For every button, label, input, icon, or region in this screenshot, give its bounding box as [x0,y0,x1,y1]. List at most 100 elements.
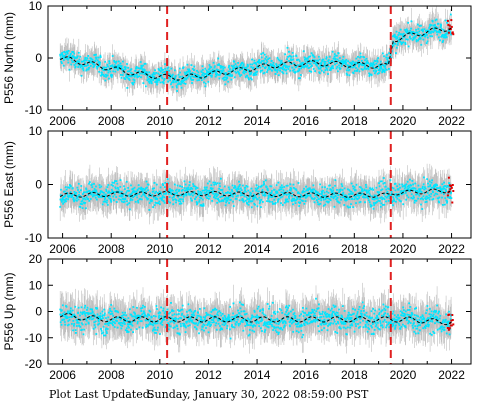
data-point [115,60,118,63]
data-point [265,56,268,58]
data-point [353,70,356,72]
data-point [181,185,183,188]
data-point [325,57,328,60]
data-point [144,195,147,198]
data-point [129,197,132,200]
data-point [147,197,150,200]
data-point [286,58,288,60]
data-point [435,18,438,21]
data-point [193,69,195,71]
data-point [146,79,149,82]
data-point [74,65,77,68]
data-point [129,208,131,211]
data-point [168,189,171,192]
data-point [243,195,246,198]
x-tick-label: 2022 [438,114,465,128]
data-point [175,199,178,201]
data-point [80,200,83,203]
data-point [200,71,203,73]
data-point [145,187,147,190]
data-point [255,66,258,68]
data-point [131,190,134,193]
data-point [195,196,197,198]
data-point [101,191,104,194]
data-point [215,192,218,195]
data-point [103,75,106,77]
data-point [257,61,260,64]
data-point [256,70,258,73]
data-point [156,78,159,81]
data-point [63,59,65,61]
data-point [72,56,75,58]
data-point [95,189,98,192]
data-point [351,63,354,65]
data-point [159,69,161,72]
data-point [260,70,262,72]
data-point [196,202,199,204]
data-point [320,197,322,200]
recent-point [447,31,450,34]
data-point [132,78,135,81]
data-point [89,65,92,67]
data-point [225,199,228,202]
data-point [234,185,236,187]
data-point [378,65,381,67]
data-point [137,201,140,204]
data-point [240,192,243,194]
data-point [206,189,209,192]
data-point [401,42,403,45]
data-point [346,67,349,69]
data-point [208,71,211,74]
data-point [278,59,281,62]
data-point [162,81,165,83]
data-point [428,25,431,28]
data-point [330,67,333,70]
data-layer [59,163,455,225]
data-point [310,189,313,191]
data-point [77,198,80,201]
data-point [93,65,95,67]
data-point [274,73,277,75]
data-point [213,194,216,197]
data-point [271,201,274,203]
data-point [246,185,249,188]
data-point [161,195,164,197]
data-point [72,51,75,53]
data-point [404,29,406,31]
data-point [172,203,175,206]
data-point [265,186,268,188]
data-point [320,63,323,65]
data-point [154,77,157,80]
data-point [171,86,174,88]
data-point [293,68,295,71]
data-point [61,54,64,56]
data-point [79,195,81,197]
data-point [250,71,253,74]
data-point [247,197,249,200]
data-point [153,204,156,206]
data-point [127,66,129,69]
data-point [195,186,198,189]
data-point [289,69,292,72]
data-point [312,184,315,187]
data-point [68,55,70,58]
data-point [324,62,326,65]
data-point [235,71,237,74]
data-point [301,195,303,198]
data-point [285,66,287,69]
data-point [200,76,202,78]
data-point [316,199,318,201]
data-point [75,61,78,63]
data-point [302,200,304,202]
data-point [276,200,279,203]
data-point [335,67,338,70]
data-point [133,75,136,78]
data-point [231,189,233,191]
data-point [231,190,234,193]
data-point [219,72,222,75]
data-point [103,194,106,197]
data-point [251,67,254,70]
data-point [84,207,87,210]
data-point [243,70,245,72]
data-point [389,54,392,57]
